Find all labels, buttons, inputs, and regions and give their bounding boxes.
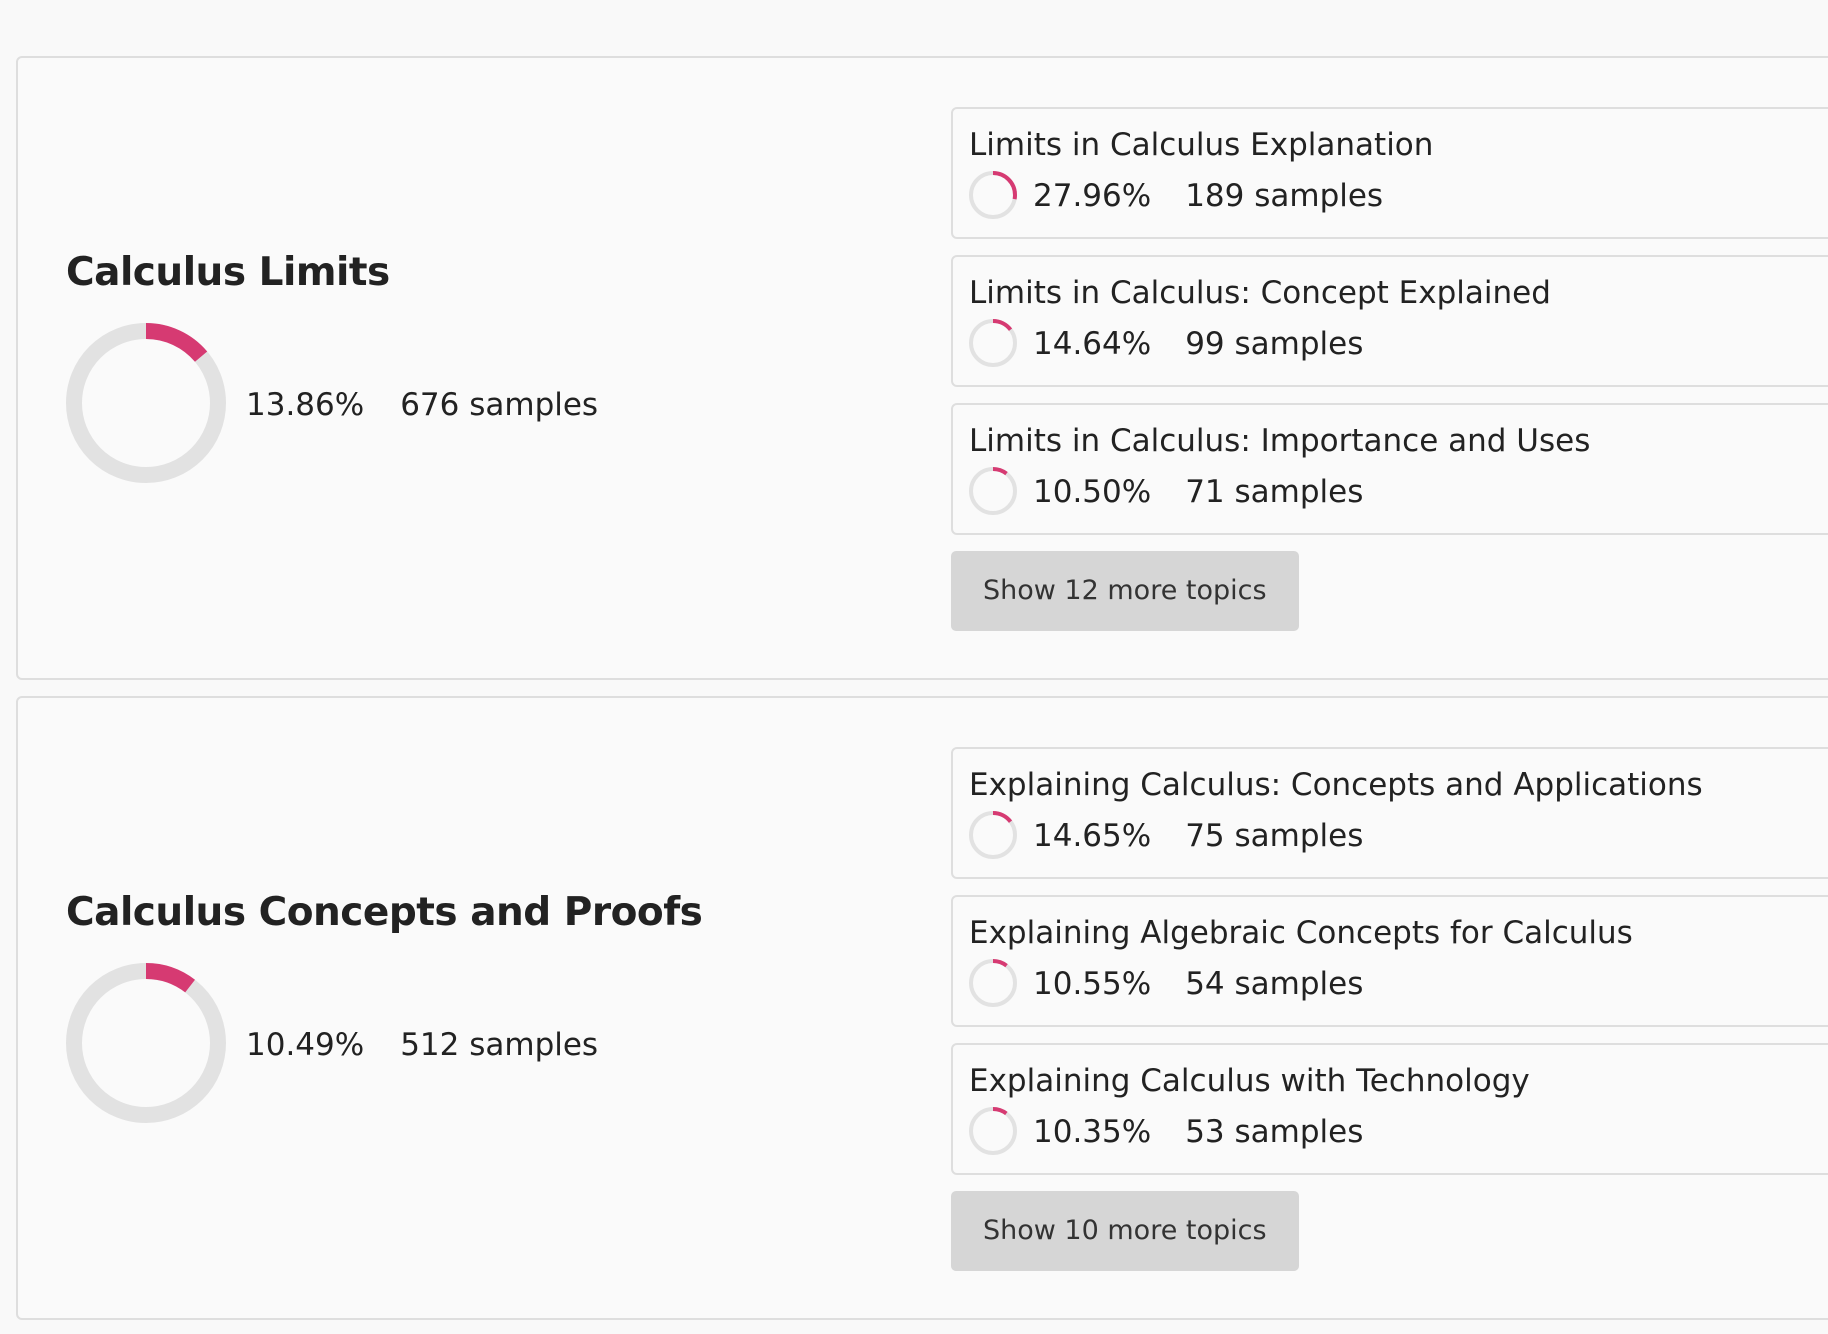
ring-track xyxy=(969,467,1017,515)
cluster-samples: 676 samples xyxy=(400,386,599,423)
cluster-progress-ring xyxy=(66,322,226,483)
ring-track xyxy=(66,962,226,1123)
ring-track xyxy=(969,959,1017,1007)
topic-title: Limits in Calculus: Concept Explained xyxy=(969,275,1551,311)
topic-progress-ring xyxy=(969,811,1017,859)
cluster-percent: 10.49% xyxy=(246,1026,365,1063)
ring-progress-arc xyxy=(66,962,226,1123)
cluster-summary: Calculus Limits 13.86% 676 samples xyxy=(66,58,598,678)
topic-stat: 10.35% 53 samples xyxy=(969,1107,1828,1157)
topic-percent: 14.64% xyxy=(1033,326,1152,362)
cluster-title: Calculus Concepts and Proofs xyxy=(66,889,703,935)
topic-card[interactable]: Limits in Calculus: Importance and Uses … xyxy=(951,403,1828,535)
cluster-card-calculus-concepts-and-proofs: Calculus Concepts and Proofs 10.49% 512 … xyxy=(16,696,1828,1320)
ring-progress-arc xyxy=(66,322,226,483)
topic-percent: 10.50% xyxy=(1033,474,1152,510)
topic-title: Explaining Calculus with Technology xyxy=(969,1063,1530,1099)
ring-progress-arc xyxy=(969,467,1017,515)
topic-samples: 99 samples xyxy=(1185,326,1364,362)
topic-progress-ring xyxy=(969,171,1017,219)
topic-stat: 10.55% 54 samples xyxy=(969,959,1828,1009)
topic-percent: 14.65% xyxy=(1033,818,1152,854)
topic-title: Explaining Calculus: Concepts and Applic… xyxy=(969,767,1703,803)
topic-title: Limits in Calculus Explanation xyxy=(969,127,1434,163)
ring-progress-arc xyxy=(969,319,1017,367)
topic-list: Limits in Calculus Explanation 27.96% 18… xyxy=(951,107,1828,631)
topic-card[interactable]: Explaining Calculus with Technology 10.3… xyxy=(951,1043,1828,1175)
topic-title: Explaining Algebraic Concepts for Calcul… xyxy=(969,915,1633,951)
topic-stat: 14.65% 75 samples xyxy=(969,811,1828,861)
topic-progress-ring xyxy=(969,467,1017,515)
cluster-card-calculus-limits: Calculus Limits 13.86% 676 samples Limit… xyxy=(16,56,1828,680)
cluster-stat: 13.86% 676 samples xyxy=(66,322,599,487)
topic-card[interactable]: Explaining Calculus: Concepts and Applic… xyxy=(951,747,1828,879)
show-more-topics-button[interactable]: Show 10 more topics xyxy=(951,1191,1299,1271)
topic-samples: 54 samples xyxy=(1185,966,1364,1002)
topic-samples: 75 samples xyxy=(1185,818,1364,854)
ring-progress-arc xyxy=(969,959,1017,1007)
topic-list: Explaining Calculus: Concepts and Applic… xyxy=(951,747,1828,1271)
topic-card[interactable]: Limits in Calculus Explanation 27.96% 18… xyxy=(951,107,1828,239)
topic-progress-ring xyxy=(969,959,1017,1007)
cluster-summary: Calculus Concepts and Proofs 10.49% 512 … xyxy=(66,698,703,1318)
topic-samples: 71 samples xyxy=(1185,474,1364,510)
cluster-percent: 13.86% xyxy=(246,386,365,423)
topic-title: Limits in Calculus: Importance and Uses xyxy=(969,423,1591,459)
ring-progress-arc xyxy=(969,171,1017,219)
topic-progress-ring xyxy=(969,1107,1017,1155)
topic-progress-ring xyxy=(969,319,1017,367)
topic-card[interactable]: Limits in Calculus: Concept Explained 14… xyxy=(951,255,1828,387)
topic-stat: 27.96% 189 samples xyxy=(969,171,1828,221)
cluster-progress-ring xyxy=(66,962,226,1123)
ring-track xyxy=(969,1107,1017,1155)
show-more-topics-button[interactable]: Show 12 more topics xyxy=(951,551,1299,631)
cluster-title: Calculus Limits xyxy=(66,249,390,295)
topic-percent: 10.55% xyxy=(1033,966,1152,1002)
ring-progress-arc xyxy=(969,811,1017,859)
topic-stat: 14.64% 99 samples xyxy=(969,319,1828,369)
topic-samples: 53 samples xyxy=(1185,1114,1364,1150)
topic-percent: 27.96% xyxy=(1033,178,1152,214)
cluster-stat: 10.49% 512 samples xyxy=(66,962,702,1127)
topic-card[interactable]: Explaining Algebraic Concepts for Calcul… xyxy=(951,895,1828,1027)
cluster-samples: 512 samples xyxy=(400,1026,599,1063)
topic-percent: 10.35% xyxy=(1033,1114,1152,1150)
ring-progress-arc xyxy=(969,1107,1017,1155)
topic-samples: 189 samples xyxy=(1185,178,1384,214)
topic-stat: 10.50% 71 samples xyxy=(969,467,1828,517)
